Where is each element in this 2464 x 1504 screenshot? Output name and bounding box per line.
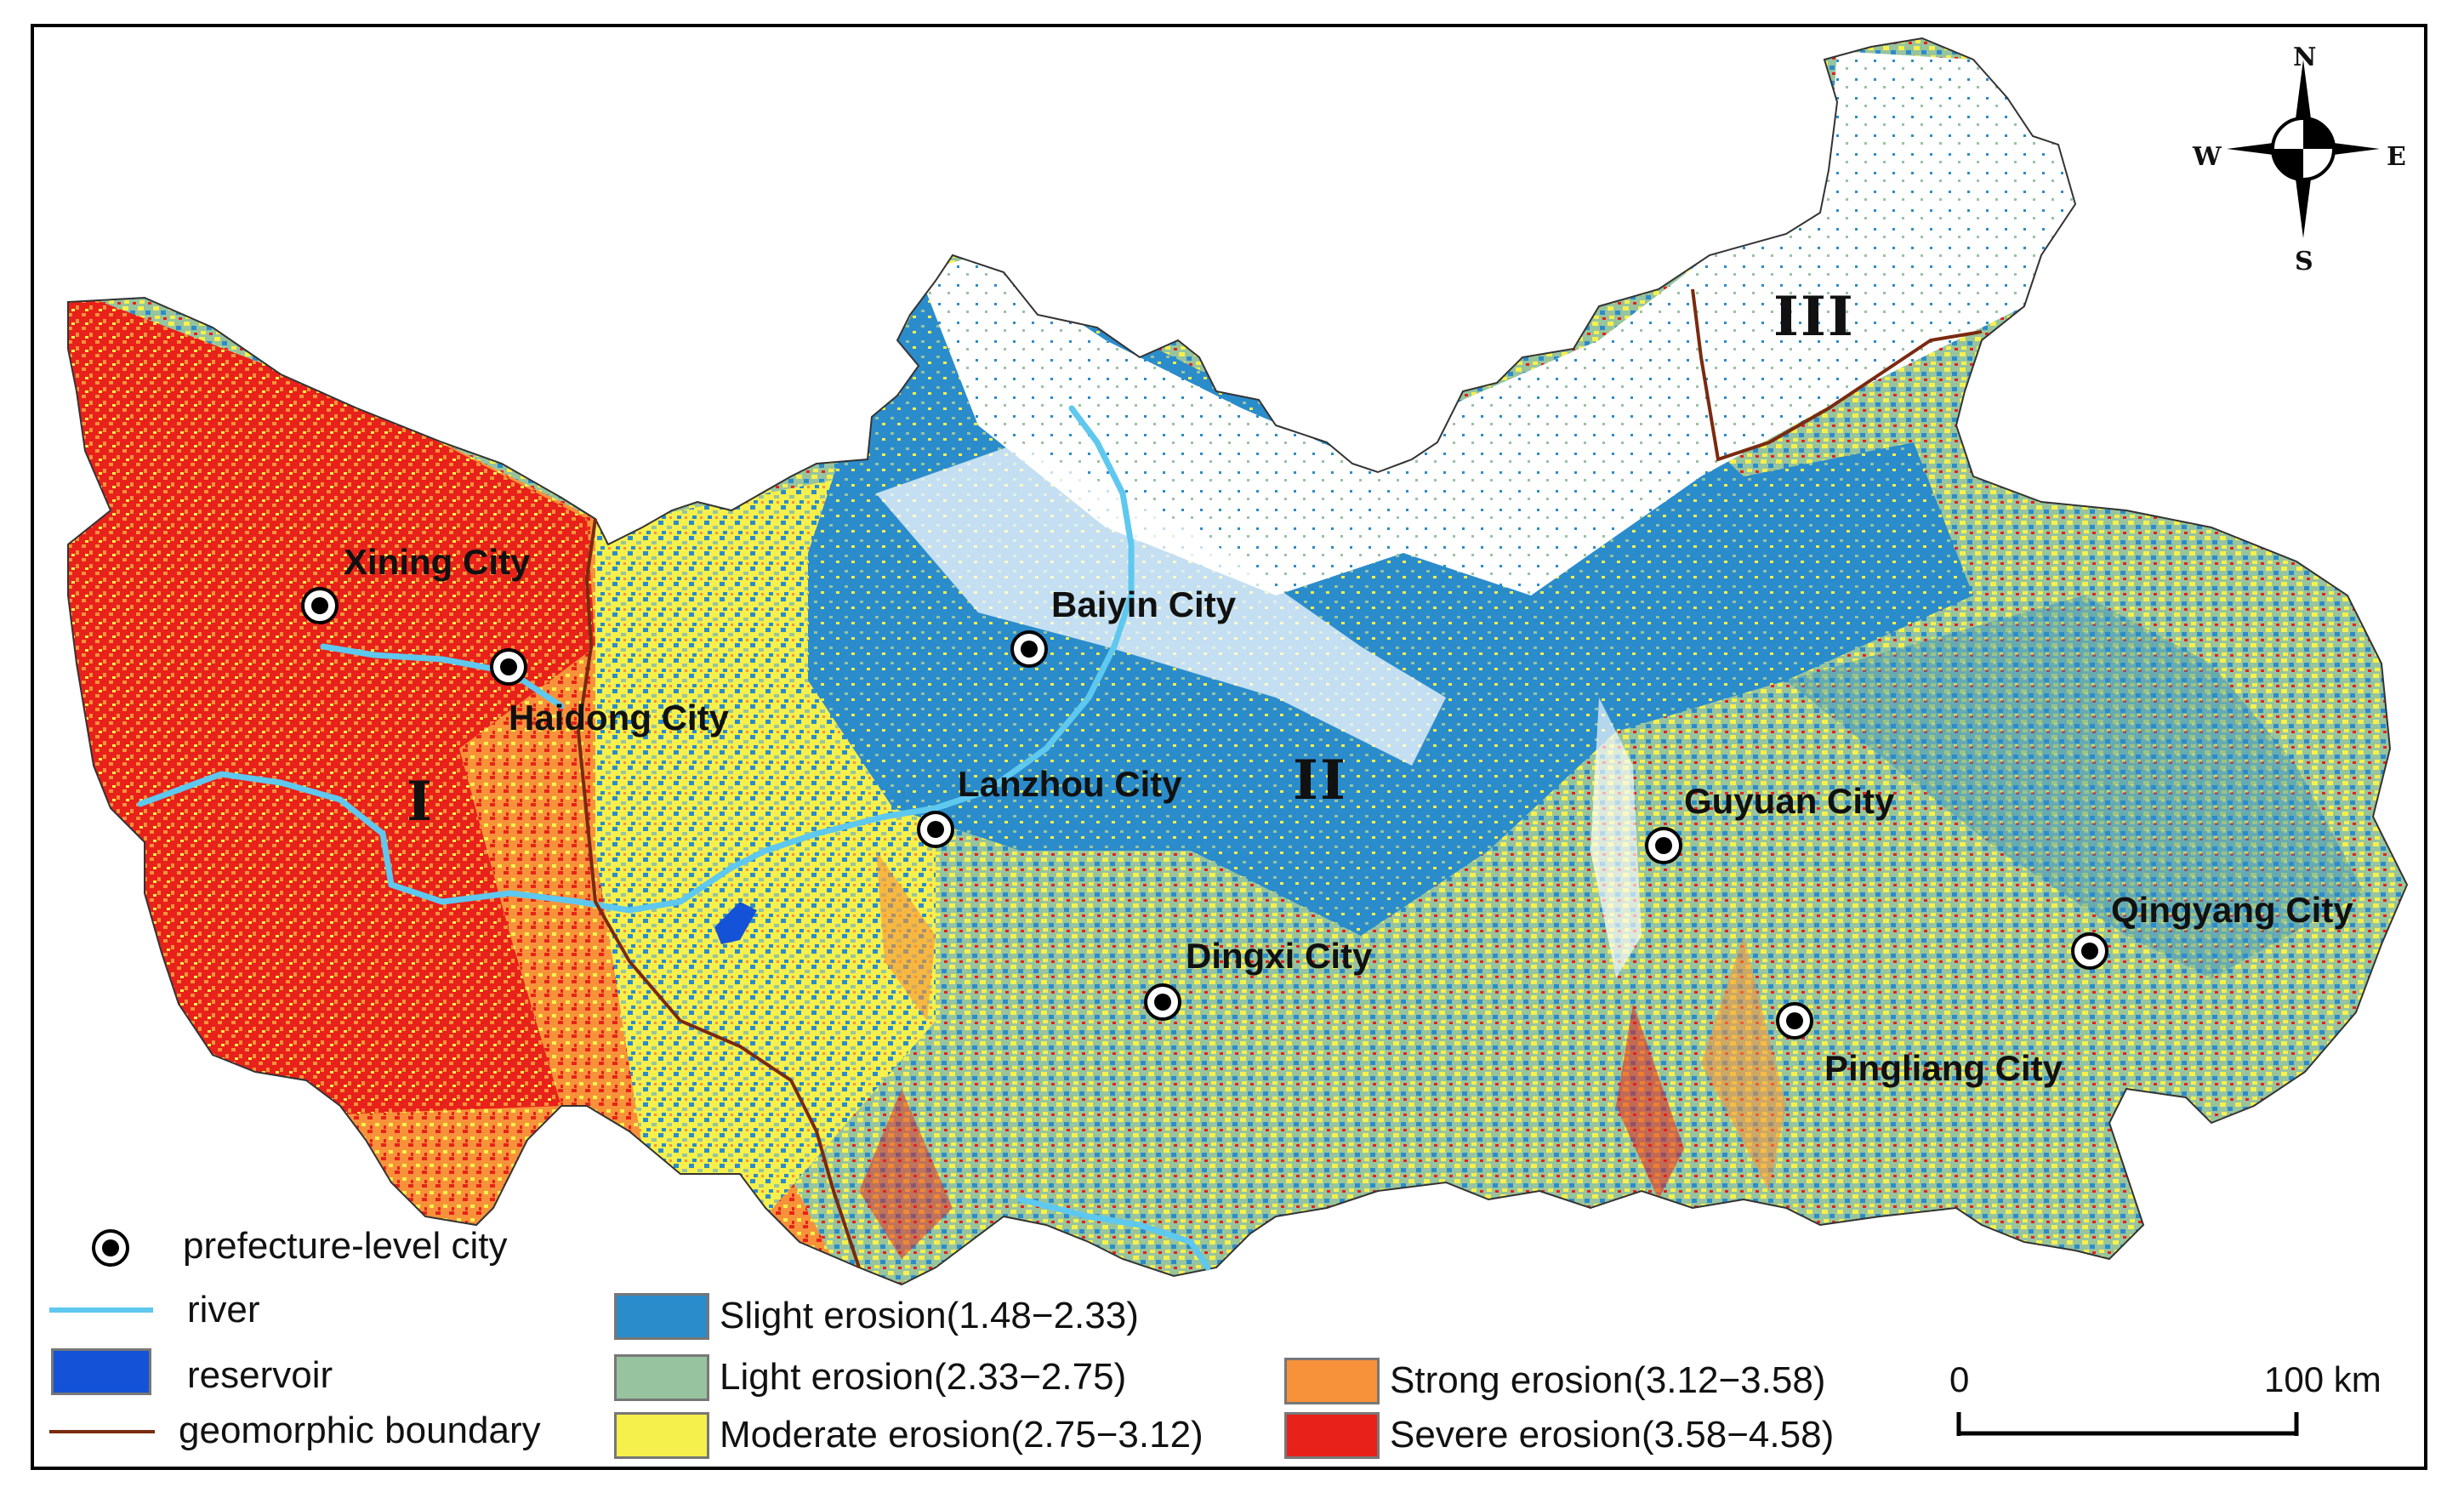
legend-symbols <box>49 1229 155 1433</box>
legend-light-swatch <box>614 1354 709 1401</box>
legend-river-label: river <box>187 1289 260 1330</box>
scale-bar-start-label: 0 <box>1949 1359 1970 1399</box>
city-label-lanzhou: Lanzhou City <box>958 764 1182 804</box>
compass-rose <box>2227 60 2380 238</box>
city-marker-qingyang <box>2071 932 2108 970</box>
city-label-pingliang: Pingliang City <box>1824 1048 2063 1088</box>
city-label-haidong: Haidong City <box>509 698 729 738</box>
geomorphic-boundary-1 <box>576 518 861 1268</box>
legend-moderate-swatch <box>614 1412 709 1459</box>
legend-reservoir-label: reservoir <box>187 1354 333 1396</box>
river-yellow-north <box>932 405 1135 812</box>
legend-slight-swatch <box>614 1293 709 1340</box>
city-label-dingxi: Dingxi City <box>1186 936 1373 976</box>
city-marker-dingxi <box>1144 983 1181 1021</box>
legend-slight-label: Slight erosion(1.48−2.33) <box>720 1295 1139 1336</box>
compass-label-e: E <box>2387 142 2406 172</box>
compass-label-s: S <box>2295 247 2313 276</box>
legend-severe-swatch <box>1284 1412 1380 1459</box>
legend-strong-swatch <box>1284 1358 1380 1404</box>
legend-city-icon <box>92 1229 129 1267</box>
legend-light-label: Light erosion(2.33−2.75) <box>720 1356 1127 1398</box>
city-label-qingyang: Qingyang City <box>2111 890 2353 930</box>
city-label-baiyin: Baiyin City <box>1051 584 1237 624</box>
legend-severe-label: Severe erosion(3.58−4.58) <box>1390 1414 1835 1456</box>
zone-label-iii: III <box>1773 285 1855 349</box>
zone-label-i: I <box>407 770 434 834</box>
compass-label-w: W <box>2193 142 2222 172</box>
scale-bar <box>1956 1412 2299 1436</box>
city-marker-baiyin <box>1010 630 1048 668</box>
city-label-guyuan: Guyuan City <box>1684 781 1895 821</box>
city-marker-haidong <box>490 648 527 686</box>
legend-city-label: prefecture-level city <box>183 1225 508 1267</box>
river-south <box>1017 1196 1211 1271</box>
scale-bar-end-label: 100 km <box>2264 1359 2381 1399</box>
legend-strong-label: Strong erosion(3.12−3.58) <box>1390 1359 1826 1401</box>
rivers <box>137 405 1211 1271</box>
river-yellow-main <box>137 771 939 914</box>
compass-label-n: N <box>2293 43 2317 72</box>
city-marker-guyuan <box>1645 827 1682 864</box>
legend-moderate-label: Moderate erosion(2.75−3.12) <box>720 1414 1204 1456</box>
city-marker-pingliang <box>1776 1002 1813 1040</box>
city-markers <box>301 587 2108 1040</box>
geomorphic-boundary-2 <box>1691 288 1983 462</box>
city-marker-xining <box>301 587 339 624</box>
reservoir-shape <box>714 902 757 944</box>
legend-reservoir-swatch <box>51 1348 151 1395</box>
region-outline <box>67 37 2409 1286</box>
zone-label-ii: II <box>1293 749 1347 812</box>
legend-boundary-label: geomorphic boundary <box>179 1410 541 1451</box>
river-huangshui <box>320 643 565 709</box>
city-marker-lanzhou <box>917 811 954 848</box>
city-label-xining: Xining City <box>344 542 531 582</box>
